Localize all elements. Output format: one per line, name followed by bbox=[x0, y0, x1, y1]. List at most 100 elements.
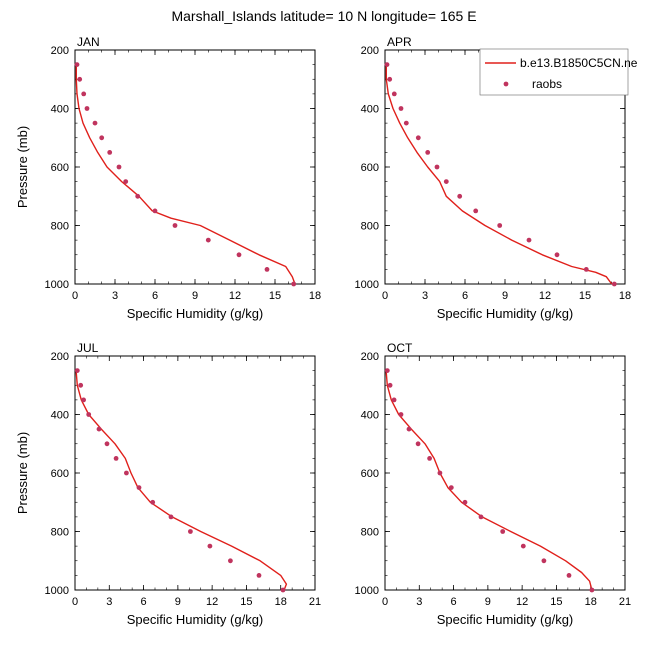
raobs-point bbox=[403, 120, 409, 126]
raobs-point bbox=[256, 573, 262, 578]
raobs-point bbox=[78, 382, 84, 388]
y-tick-label: 200 bbox=[361, 351, 379, 363]
x-tick-label: 21 bbox=[309, 596, 321, 608]
raobs-point bbox=[427, 456, 432, 461]
model-profile-line bbox=[75, 64, 296, 285]
raobs-point bbox=[205, 237, 211, 243]
y-tick-label: 1000 bbox=[45, 279, 69, 291]
y-tick-label: 800 bbox=[51, 221, 69, 233]
panel-oct: 0 3 6 9 12 15 18 21 200 400 600 800 1000 OCT Specific … bbox=[355, 341, 632, 627]
y-tick-label: 1000 bbox=[355, 279, 379, 291]
raobs-point bbox=[415, 441, 421, 447]
raobs-point bbox=[168, 514, 174, 520]
model-profile-line bbox=[385, 370, 593, 591]
raobs-point bbox=[113, 456, 119, 461]
raobs-point bbox=[391, 91, 397, 97]
raobs-point bbox=[611, 281, 617, 287]
raobs-point bbox=[116, 164, 122, 170]
raobs-point bbox=[188, 529, 193, 534]
raobs-point bbox=[415, 135, 421, 141]
y-tick-label: 800 bbox=[51, 527, 69, 539]
raobs-point bbox=[207, 543, 213, 549]
raobs-point bbox=[462, 499, 468, 505]
raobs-point bbox=[497, 223, 503, 228]
model-profile-line bbox=[75, 370, 288, 591]
raobs-point bbox=[236, 252, 242, 258]
x-tick-label: 3 bbox=[106, 596, 112, 608]
panel-apr: 0 3 6 9 12 15 18 200 400 600 800 1000 APR Specific Hu… bbox=[355, 35, 632, 321]
legend: b.e13.B1850C5CN.ne raobs bbox=[479, 48, 638, 96]
raobs-point bbox=[291, 281, 297, 287]
x-tick-label: 3 bbox=[112, 290, 118, 302]
raobs-point bbox=[500, 529, 506, 534]
raobs-point bbox=[81, 91, 87, 97]
raobs-point bbox=[123, 179, 129, 185]
x-tick-label: 12 bbox=[516, 596, 528, 608]
raobs-point bbox=[92, 120, 98, 126]
raobs-point bbox=[406, 426, 412, 432]
x-tick-label: 18 bbox=[309, 290, 321, 302]
raobs-point bbox=[384, 62, 390, 67]
model-profile-line bbox=[385, 64, 613, 285]
y-tick-label: 400 bbox=[361, 104, 379, 116]
x-tick-label: 21 bbox=[619, 596, 631, 608]
panel-jul: 0 3 6 9 12 15 18 21 200 400 600 800 1000 JUL Specific … bbox=[15, 341, 321, 627]
x-tick-label: 15 bbox=[550, 596, 562, 608]
x-tick-label: 6 bbox=[152, 290, 158, 302]
x-tick-label: 18 bbox=[619, 290, 631, 302]
raobs-point bbox=[448, 485, 454, 490]
panel-title: OCT bbox=[387, 341, 413, 355]
figure-title: Marshall_Islands latitude= 10 N longitud… bbox=[171, 8, 477, 24]
x-tick-label: 9 bbox=[485, 596, 491, 608]
y-tick-label: 400 bbox=[51, 104, 69, 116]
raobs-point bbox=[387, 382, 393, 388]
raobs-point bbox=[437, 470, 443, 476]
x-tick-label: 3 bbox=[422, 290, 428, 302]
raobs-point bbox=[387, 76, 393, 82]
legend-model-label: b.e13.B1850C5CN.ne bbox=[520, 56, 638, 70]
y-tick-label: 200 bbox=[51, 45, 69, 57]
x-tick-label: 15 bbox=[579, 290, 591, 302]
y-tick-label: 200 bbox=[51, 351, 69, 363]
raobs-point bbox=[280, 587, 286, 593]
raobs-point bbox=[398, 106, 404, 111]
panel-title: JAN bbox=[77, 35, 100, 49]
raobs-point bbox=[135, 193, 141, 199]
y-tick-label: 600 bbox=[51, 468, 69, 480]
plot-frame bbox=[384, 355, 626, 591]
x-tick-label: 9 bbox=[175, 596, 181, 608]
x-tick-label: 12 bbox=[539, 290, 551, 302]
x-axis-label: Specific Humidity (g/kg) bbox=[437, 612, 574, 627]
raobs-point bbox=[99, 135, 105, 141]
raobs-point bbox=[520, 543, 526, 549]
panel-jan: 0 3 6 9 12 15 18 200 400 600 800 1000 JAN Specific Hu… bbox=[15, 35, 321, 321]
raobs-point bbox=[96, 426, 102, 432]
raobs-point bbox=[152, 208, 158, 214]
y-tick-label: 400 bbox=[51, 410, 69, 422]
raobs-point bbox=[104, 441, 110, 447]
y-tick-label: 1000 bbox=[355, 585, 379, 597]
x-tick-label: 9 bbox=[192, 290, 198, 302]
raobs-point bbox=[136, 485, 142, 490]
raobs-point bbox=[554, 252, 560, 258]
raobs-point bbox=[589, 587, 595, 593]
raobs-point bbox=[434, 164, 440, 170]
raobs-point bbox=[150, 499, 156, 505]
y-tick-label: 600 bbox=[361, 162, 379, 174]
x-tick-label: 15 bbox=[269, 290, 281, 302]
raobs-point bbox=[566, 573, 572, 578]
raobs-point bbox=[84, 106, 90, 111]
legend-obs-marker bbox=[503, 81, 509, 87]
raobs-point bbox=[473, 208, 479, 214]
panel-title: JUL bbox=[77, 341, 99, 355]
raobs-point bbox=[107, 150, 113, 155]
x-axis-label: Specific Humidity (g/kg) bbox=[437, 306, 574, 321]
x-tick-label: 0 bbox=[382, 290, 388, 302]
y-tick-label: 1000 bbox=[45, 585, 69, 597]
x-tick-label: 6 bbox=[451, 596, 457, 608]
plot-frame bbox=[74, 355, 316, 591]
y-tick-label: 200 bbox=[361, 45, 379, 57]
raobs-point bbox=[264, 267, 270, 272]
x-tick-label: 12 bbox=[229, 290, 241, 302]
